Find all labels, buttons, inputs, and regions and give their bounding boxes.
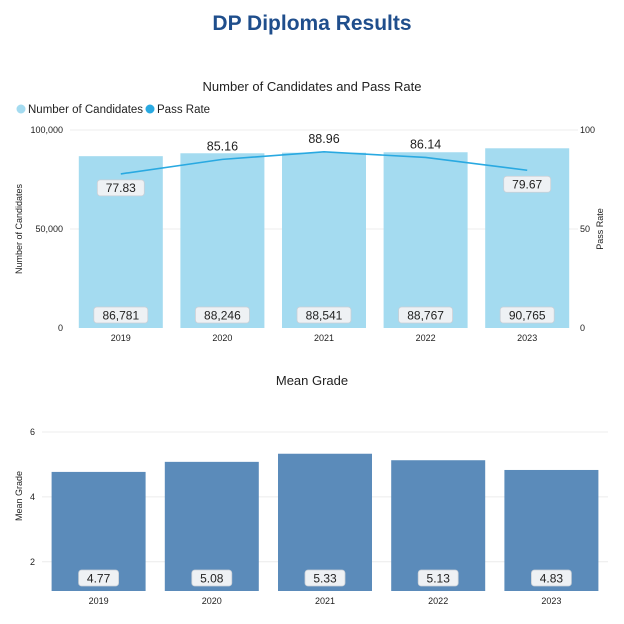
mean-grade-value-label: 5.33: [304, 569, 346, 587]
candidates-value-label-text: 88,541: [306, 308, 343, 322]
chart2-y-tick: 6: [30, 427, 35, 437]
chart1-y2-tick: 0: [580, 323, 585, 333]
chart2-y-tick: 4: [30, 492, 35, 502]
chart1-title: Number of Candidates and Pass Rate: [203, 79, 422, 94]
legend-candidates-marker: [16, 104, 26, 114]
mean-grade-value-label: 5.08: [191, 569, 233, 587]
chart2-x-tick: 2020: [202, 596, 222, 606]
candidates-value-label-box: [398, 306, 454, 324]
pass-rate-value-label: 88.96: [308, 132, 339, 146]
pass-rate-value-label-text: 79.67: [512, 178, 542, 192]
pass-rate-value-label: 85.16: [207, 139, 238, 153]
pass-rate-value-label-box: [503, 175, 552, 193]
chart1-y2-tick: 50: [580, 224, 590, 234]
chart1-y-tick: 0: [58, 323, 63, 333]
chart2-y-tick: 2: [30, 557, 35, 567]
chart1-y-axis-title: Number of Candidates: [14, 183, 24, 274]
chart2-x-tick: 2023: [541, 596, 561, 606]
chart2-x-tick: 2021: [315, 596, 335, 606]
candidates-value-label: 88,541: [296, 306, 352, 324]
candidates-value-label: 88,767: [398, 306, 454, 324]
candidates-value-label: 90,765: [499, 306, 555, 324]
chart1-y-tick: 50,000: [35, 224, 63, 234]
pass-rate-value-label: 79.67: [503, 175, 552, 193]
chart1-legend: Number of Candidates Pass Rate: [16, 104, 210, 116]
chart2-y-axis-title: Mean Grade: [14, 471, 24, 521]
mean-grade-bar[interactable]: [278, 453, 372, 591]
chart2-x-tick: 2019: [89, 596, 109, 606]
mean-grade-value-label-text: 4.77: [87, 571, 111, 585]
pass-rate-value-label-box: [96, 179, 145, 197]
mean-grade-value-label-text: 4.83: [540, 571, 564, 585]
candidates-value-label-text: 88,767: [407, 308, 444, 322]
chart1-x-tick: 2023: [517, 333, 537, 343]
chart1-x-tick: 2021: [314, 333, 334, 343]
candidates-pass-rate-chart: Number of Candidates and Pass Rate Numbe…: [14, 79, 605, 343]
chart1-y2-axis-title: Pass Rate: [595, 208, 605, 250]
chart1-y2-tick: 100: [580, 125, 595, 135]
candidates-bar[interactable]: [383, 152, 468, 328]
candidates-value-label: 86,781: [93, 306, 149, 324]
mean-grade-chart: Mean Grade 4.77 5.08 5.33 5.13 4.83 2 4 6 2019 2…: [14, 373, 608, 606]
candidates-bar[interactable]: [180, 153, 265, 328]
pass-rate-line[interactable]: [120, 151, 528, 175]
mean-grade-value-label-box: [304, 569, 346, 587]
chart1-x-tick: 2020: [212, 333, 232, 343]
mean-grade-bar[interactable]: [164, 461, 259, 591]
pass-rate-value-label-text: 77.83: [106, 181, 136, 195]
candidates-value-label-text: 86,781: [102, 308, 139, 322]
page-title: DP Diploma Results: [212, 12, 412, 35]
chart1-x-tick: 2022: [416, 333, 436, 343]
mean-grade-value-label: 4.83: [531, 569, 572, 587]
mean-grade-value-label-box: [191, 569, 233, 587]
legend-pass-rate-label[interactable]: Pass Rate: [157, 104, 210, 116]
mean-grade-value-label: 4.77: [78, 569, 119, 587]
chart1-y-tick: 100,000: [30, 125, 63, 135]
candidates-value-label-text: 88,246: [204, 308, 241, 322]
legend-pass-rate-marker: [145, 104, 155, 114]
legend-candidates-label[interactable]: Number of Candidates: [28, 104, 143, 116]
candidates-value-label-box: [499, 306, 555, 324]
candidates-value-label-text: 90,765: [509, 308, 546, 322]
candidates-value-label-box: [194, 306, 250, 324]
mean-grade-value-label-text: 5.13: [427, 571, 451, 585]
chart2-x-tick: 2022: [428, 596, 448, 606]
mean-grade-value-label-box: [78, 569, 119, 587]
candidates-value-label-box: [296, 306, 352, 324]
mean-grade-bar[interactable]: [391, 460, 486, 591]
mean-grade-value-label: 5.13: [417, 569, 459, 587]
mean-grade-value-label-box: [531, 569, 572, 587]
candidates-value-label-box: [93, 306, 149, 324]
pass-rate-value-label: 86.14: [410, 137, 441, 151]
candidates-bar[interactable]: [282, 152, 366, 328]
candidates-value-label: 88,246: [194, 306, 250, 324]
mean-grade-value-label-text: 5.08: [200, 571, 224, 585]
chart2-title: Mean Grade: [276, 373, 348, 388]
mean-grade-value-label-text: 5.33: [313, 571, 337, 585]
pass-rate-value-label: 77.83: [96, 179, 145, 197]
candidates-bar[interactable]: [485, 148, 570, 328]
mean-grade-value-label-box: [417, 569, 459, 587]
chart1-x-tick: 2019: [111, 333, 131, 343]
